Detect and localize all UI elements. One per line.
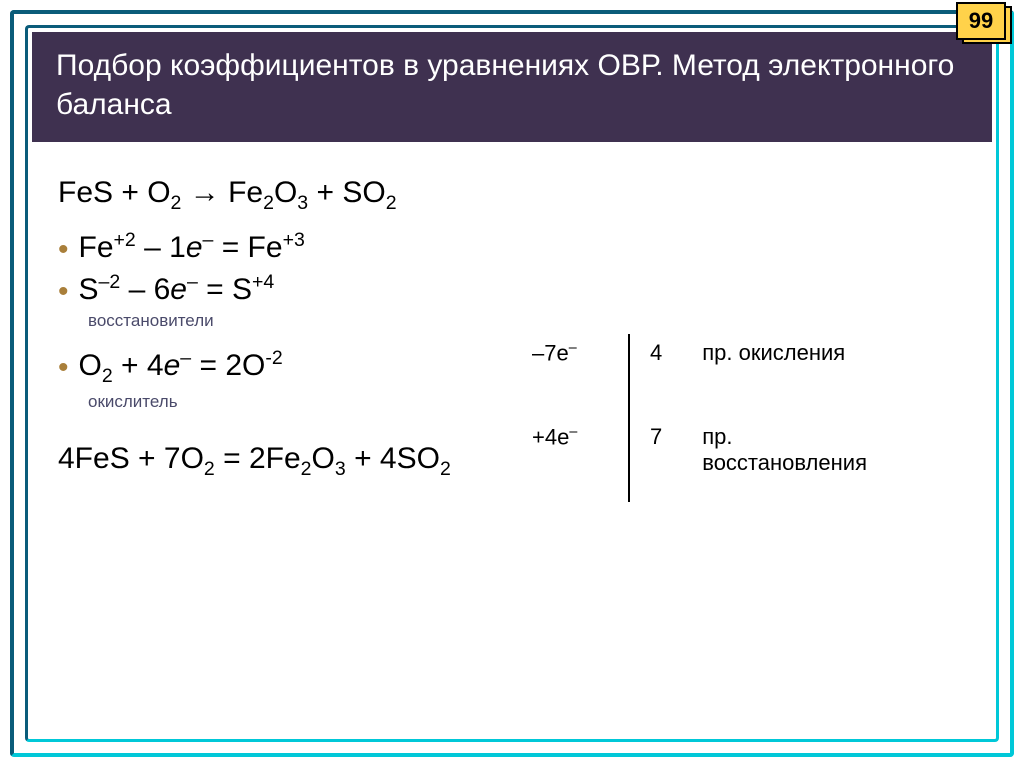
hr-sup: +4 (252, 271, 274, 293)
feq-part: O (312, 442, 335, 475)
bal-e: +4e (532, 424, 569, 449)
balance-electrons-col: –7e– +4e– (532, 334, 628, 502)
eq-arrow: → (181, 176, 228, 209)
feq-part: 4FeS + 7O (58, 442, 204, 475)
bal-sup: – (569, 340, 577, 356)
bullet-icon: • (58, 235, 69, 265)
hr-el: S (79, 273, 99, 306)
hr-sup: – (187, 271, 198, 293)
bal-proc: пр. окисления (702, 340, 845, 366)
main-equation: FeS + O2 → Fe2O3 + SO2 (58, 176, 966, 215)
feq-part: = 2Fe (215, 442, 301, 475)
hr-e: e (164, 349, 181, 382)
eq-sub: 2 (386, 192, 397, 214)
hr-sup: -2 (265, 347, 282, 369)
hr-op: + 4 (113, 349, 164, 382)
eq-sub: 3 (297, 192, 308, 214)
eq-part: + SO (308, 176, 386, 209)
hr-eq: = S (198, 273, 252, 306)
eq-sub: 2 (171, 192, 182, 214)
title-text: Подбор коэффициентов в уравнениях ОВР. М… (56, 49, 954, 121)
hr-e: e (170, 273, 187, 306)
bullet-icon: • (58, 353, 69, 383)
balance-row: 7 пр. восстановления (650, 418, 900, 502)
feq-sub: 2 (204, 458, 215, 480)
feq-sub: 3 (335, 458, 346, 480)
hr-sup: +2 (114, 229, 136, 251)
hr-sup: –2 (99, 271, 121, 293)
hr-el: O (79, 349, 102, 382)
feq-sub: 2 (440, 458, 451, 480)
reducers-label: восстановители (88, 311, 966, 331)
hr-eq: = Fe (213, 231, 282, 264)
balance-row: +4e– (532, 418, 614, 502)
bal-e: –7e (532, 340, 569, 365)
hr-sup: – (180, 347, 191, 369)
feq-sub: 2 (301, 458, 312, 480)
hr-sup: – (203, 229, 214, 251)
hr-op: – 1 (136, 231, 186, 264)
hr-sub: 2 (102, 365, 113, 387)
slide-title: Подбор коэффициентов в уравнениях ОВР. М… (32, 32, 992, 142)
half-reaction-2: • S–2 – 6e– = S+4 (58, 271, 966, 307)
bal-sup: – (569, 424, 577, 440)
feq-part: + 4SO (346, 442, 440, 475)
hr-op: – 6 (120, 273, 170, 306)
bullet-icon: • (58, 277, 69, 307)
half-reaction-1: • Fe+2 – 1e– = Fe+3 (58, 229, 966, 265)
electron-balance-table: –7e– +4e– 4 пр. окисления 7 пр. восстано… (532, 334, 900, 502)
page-number-badge: 99 (956, 2, 1006, 40)
bal-coef: 4 (650, 340, 662, 366)
eq-part: Fe (228, 176, 263, 209)
eq-part: FeS + O (58, 176, 171, 209)
hr-e: e (186, 231, 203, 264)
hr-sup: +3 (283, 229, 305, 251)
balance-row: 4 пр. окисления (650, 334, 900, 418)
eq-part: O (274, 176, 297, 209)
eq-sub: 2 (263, 192, 274, 214)
page-number: 99 (969, 8, 993, 34)
balance-row: –7e– (532, 334, 614, 418)
badge-front: 99 (956, 2, 1006, 40)
balance-coef-col: 4 пр. окисления 7 пр. восстановления (628, 334, 900, 502)
hr-el: Fe (79, 231, 114, 264)
bal-coef: 7 (650, 424, 662, 450)
bal-proc: пр. восстановления (702, 424, 900, 476)
hr-eq: = 2O (191, 349, 265, 382)
